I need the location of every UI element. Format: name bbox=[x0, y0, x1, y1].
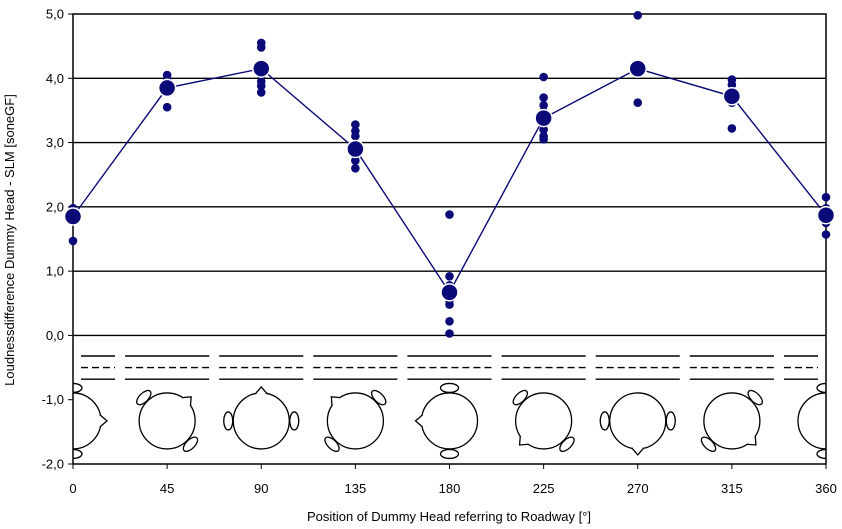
ear-right bbox=[439, 382, 460, 394]
x-tick-label: 360 bbox=[815, 481, 837, 496]
data-point bbox=[162, 102, 172, 112]
data-point bbox=[256, 43, 266, 52]
dummy-head-icon bbox=[599, 392, 676, 456]
y-tick-label: 1,0 bbox=[46, 264, 64, 279]
y-tick-label: -2,0 bbox=[42, 457, 64, 472]
ear-right bbox=[700, 436, 717, 453]
data-point bbox=[445, 271, 454, 281]
mean-point bbox=[157, 78, 177, 98]
x-tick-label: 180 bbox=[439, 481, 461, 496]
ear-right bbox=[289, 411, 300, 431]
x-tick-label: 135 bbox=[345, 481, 367, 496]
dummy-head-icon bbox=[136, 389, 199, 453]
data-point bbox=[539, 135, 548, 144]
data-point bbox=[445, 210, 454, 219]
data-point bbox=[821, 192, 831, 202]
dummy-head-icon bbox=[700, 389, 763, 453]
ear-left bbox=[439, 448, 460, 460]
data-point bbox=[351, 120, 360, 129]
ear-right bbox=[73, 448, 83, 460]
nose bbox=[330, 396, 341, 407]
data-point bbox=[445, 300, 454, 309]
y-tick-label: 5,0 bbox=[46, 7, 64, 22]
ear-right bbox=[599, 411, 610, 431]
ear-right bbox=[370, 389, 387, 406]
data-point bbox=[256, 88, 266, 97]
y-tick-label: -1,0 bbox=[42, 392, 64, 407]
data-point bbox=[539, 72, 548, 82]
y-tick-label: 2,0 bbox=[46, 199, 64, 214]
data-point bbox=[539, 93, 548, 102]
mean-point bbox=[252, 59, 271, 78]
dummy-head-icon bbox=[797, 382, 826, 460]
mean-point bbox=[628, 59, 647, 78]
dummy-head-icon bbox=[73, 382, 108, 460]
nose bbox=[518, 435, 529, 446]
x-tick-label: 45 bbox=[160, 481, 174, 496]
nose bbox=[746, 435, 757, 446]
data-point bbox=[445, 316, 454, 326]
data-point bbox=[68, 236, 78, 246]
ear-left bbox=[324, 436, 340, 453]
ear-left bbox=[73, 382, 83, 394]
x-tick-label: 315 bbox=[721, 481, 743, 496]
mean-point bbox=[63, 207, 83, 226]
series bbox=[63, 10, 836, 338]
x-axis-label: Position of Dummy Head referring to Road… bbox=[307, 509, 591, 524]
data-point bbox=[727, 80, 737, 90]
ear-left bbox=[665, 411, 676, 431]
data-point bbox=[351, 131, 360, 141]
ear-left bbox=[223, 411, 234, 431]
x-axis: 0 45 90 135 180 225 270 315 360 bbox=[69, 464, 837, 496]
nose bbox=[181, 396, 192, 407]
data-point bbox=[633, 10, 643, 20]
y-tick-label: 4,0 bbox=[46, 71, 64, 86]
ear-left bbox=[559, 436, 575, 453]
dummy-head-icon bbox=[512, 389, 575, 453]
y-tick-label: 0,0 bbox=[46, 328, 64, 343]
head-position-lines bbox=[81, 355, 818, 380]
ear-left bbox=[136, 389, 152, 406]
data-point bbox=[821, 230, 831, 239]
head-outline bbox=[797, 392, 826, 450]
mean-point bbox=[440, 283, 459, 302]
nose bbox=[414, 414, 423, 428]
data-point bbox=[539, 125, 548, 135]
x-tick-label: 90 bbox=[254, 481, 268, 496]
data-point bbox=[256, 81, 266, 91]
ear-right bbox=[182, 436, 199, 453]
ear-right bbox=[512, 389, 529, 406]
dummy-head-icon bbox=[324, 389, 387, 453]
ear-left bbox=[747, 389, 763, 406]
data-point bbox=[539, 100, 548, 110]
ear-left bbox=[816, 382, 826, 394]
y-tick-label: 3,0 bbox=[46, 135, 64, 150]
dummy-head-icon bbox=[414, 382, 479, 460]
data-point bbox=[351, 163, 360, 173]
grid bbox=[73, 77, 826, 337]
y-axis: 5,0 4,0 3,0 2,0 1,0 0,0 -1,0 -2,0 bbox=[42, 7, 73, 472]
mean-point bbox=[534, 108, 553, 128]
dummy-head-icon bbox=[223, 385, 300, 450]
ear-right bbox=[816, 448, 826, 460]
nose bbox=[99, 414, 108, 428]
head-outline bbox=[609, 392, 667, 450]
mean-point bbox=[722, 87, 742, 106]
data-point bbox=[351, 156, 360, 165]
x-tick-label: 225 bbox=[533, 481, 555, 496]
x-tick-label: 0 bbox=[69, 481, 76, 496]
mean-point bbox=[816, 205, 836, 225]
data-point bbox=[727, 124, 737, 133]
mean-point bbox=[346, 139, 365, 159]
data-point bbox=[633, 98, 643, 108]
y-axis-label: Loudnessdifference Dummy Head - SLM [son… bbox=[2, 94, 17, 386]
x-tick-label: 270 bbox=[627, 481, 649, 496]
nose bbox=[254, 385, 268, 395]
head-outline bbox=[232, 392, 290, 450]
dummy-head-icons bbox=[73, 382, 826, 460]
data-point bbox=[445, 329, 454, 338]
nose bbox=[631, 447, 645, 456]
head-outline bbox=[420, 392, 479, 450]
